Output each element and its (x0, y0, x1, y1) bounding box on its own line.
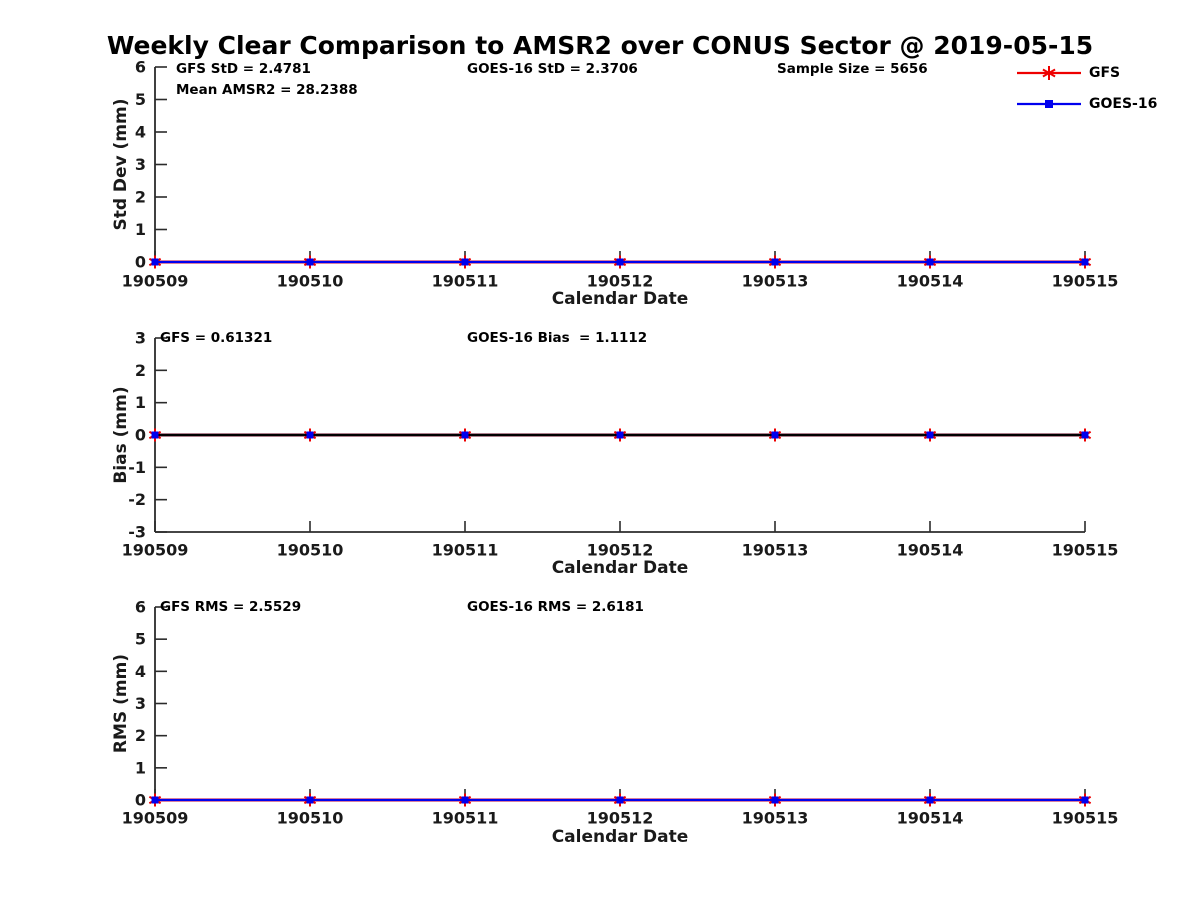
x-tick-label: 190515 (1052, 272, 1119, 291)
annotation-text: Sample Size = 5656 (777, 61, 928, 77)
marker-square-goes-16 (926, 258, 934, 266)
x-tick-label: 190513 (742, 541, 809, 560)
x-tick-label: 190515 (1052, 809, 1119, 828)
y-tick-label: 1 (135, 220, 146, 239)
marker-square-goes-16 (771, 796, 779, 804)
x-tick-label: 190509 (122, 809, 189, 828)
x-tick-label: 190515 (1052, 541, 1119, 560)
x-tick-label: 190512 (587, 809, 654, 828)
y-tick-label: 5 (135, 90, 146, 109)
annotation-text: GOES-16 RMS = 2.6181 (467, 599, 644, 615)
x-tick-label: 190509 (122, 272, 189, 291)
annotation-text: GOES-16 StD = 2.3706 (467, 61, 638, 77)
y-axis-title: Bias (mm) (111, 386, 131, 483)
marker-square-goes-16 (151, 431, 159, 439)
marker-square-goes-16 (151, 796, 159, 804)
legend-marker-asterisk (1042, 66, 1056, 80)
x-tick-label: 190514 (897, 272, 964, 291)
legend-label-goes-16: GOES-16 (1089, 96, 1157, 112)
marker-square-goes-16 (616, 796, 624, 804)
legend-label-gfs: GFS (1089, 65, 1120, 81)
subplot-rms: 0 1 2 3 4 5 6 190509 190510 190511 190512 190513 190… (111, 598, 1118, 848)
x-tick-label: 190512 (587, 541, 654, 560)
y-tick-label: -1 (128, 458, 146, 477)
y-tick-label: 3 (135, 329, 146, 348)
legend: GFS GOES-16 (1017, 65, 1157, 112)
x-tick-label: 190514 (897, 541, 964, 560)
annotation-text: GFS = 0.61321 (160, 330, 272, 346)
marker-square-goes-16 (926, 431, 934, 439)
annotation-text: GFS RMS = 2.5529 (160, 599, 301, 615)
annotation-text: GFS StD = 2.4781 (176, 61, 311, 77)
subplot-bias: -3 -2 -1 0 1 2 3 190509 190510 190511 190512 190513… (111, 329, 1118, 579)
marker-square-goes-16 (461, 258, 469, 266)
y-tick-label: 6 (135, 58, 146, 77)
x-tick-label: 190514 (897, 809, 964, 828)
y-tick-label: 3 (135, 155, 146, 174)
marker-square-goes-16 (1081, 431, 1089, 439)
chart-title: Weekly Clear Comparison to AMSR2 over CO… (106, 31, 1094, 60)
marker-square-goes-16 (1081, 258, 1089, 266)
y-axis-title: RMS (mm) (111, 654, 131, 753)
x-tick-label: 190512 (587, 272, 654, 291)
y-tick-label: 4 (135, 123, 146, 142)
x-axis-title: Calendar Date (552, 289, 689, 309)
annotation-text: Mean AMSR2 = 28.2388 (176, 82, 358, 98)
subplot-stddev: 0 1 2 3 4 5 6 190509 190510 190511 190512 190513 190… (111, 58, 1118, 310)
y-tick-label: 3 (135, 694, 146, 713)
y-tick-label: 0 (135, 253, 146, 272)
y-tick-label: 2 (135, 726, 146, 745)
x-tick-label: 190510 (277, 272, 344, 291)
y-tick-label: 1 (135, 393, 146, 412)
marker-square-goes-16 (616, 258, 624, 266)
marker-square-goes-16 (771, 258, 779, 266)
asterisk-spoke (1042, 68, 1056, 78)
marker-square-goes-16 (771, 431, 779, 439)
y-tick-label: 0 (135, 426, 146, 445)
y-tick-label: 2 (135, 361, 146, 380)
x-tick-label: 190513 (742, 809, 809, 828)
marker-square-goes-16 (306, 431, 314, 439)
marker-square-goes-16 (461, 431, 469, 439)
y-tick-label: 5 (135, 630, 146, 649)
y-tick-label: 0 (135, 791, 146, 810)
x-tick-label: 190510 (277, 541, 344, 560)
x-tick-label: 190513 (742, 272, 809, 291)
y-tick-label: -3 (128, 523, 146, 542)
x-axis-title: Calendar Date (552, 558, 689, 578)
y-tick-label: 4 (135, 662, 146, 681)
marker-square-goes-16 (461, 796, 469, 804)
marker-square-goes-16 (1081, 796, 1089, 804)
x-tick-label: 190509 (122, 541, 189, 560)
annotation-text: GOES-16 Bias = 1.1112 (467, 330, 647, 346)
y-tick-label: -2 (128, 490, 146, 509)
y-axis-title: Std Dev (mm) (111, 98, 131, 230)
x-axis-title: Calendar Date (552, 827, 689, 847)
x-tick-label: 190511 (432, 809, 499, 828)
marker-square-goes-16 (926, 796, 934, 804)
legend-marker-square (1045, 100, 1053, 108)
marker-square-goes-16 (306, 258, 314, 266)
x-tick-label: 190511 (432, 541, 499, 560)
x-tick-label: 190511 (432, 272, 499, 291)
y-tick-label: 2 (135, 188, 146, 207)
marker-square-goes-16 (151, 258, 159, 266)
x-tick-label: 190510 (277, 809, 344, 828)
marker-square-goes-16 (306, 796, 314, 804)
marker-square-goes-16 (616, 431, 624, 439)
y-tick-label: 1 (135, 758, 146, 777)
y-tick-label: 6 (135, 598, 146, 617)
